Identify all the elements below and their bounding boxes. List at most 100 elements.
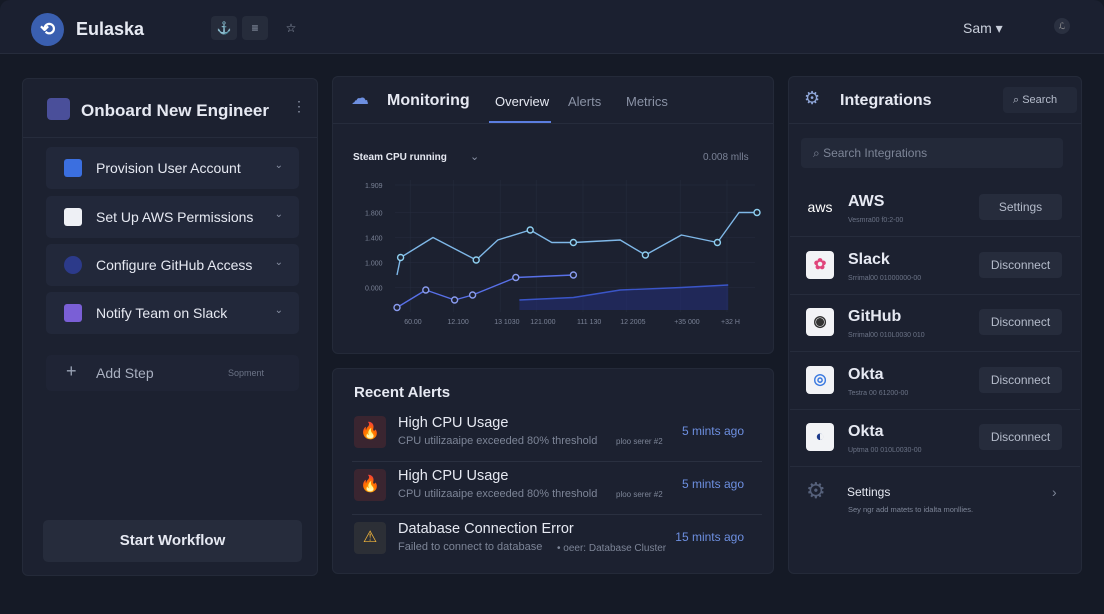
alert-item[interactable]: 🔥 High CPU Usage CPU utilizaaipe exceede…: [352, 465, 762, 515]
workflow-icon: [47, 98, 70, 120]
top-bar: ⟲ Eulaska ⚓ ≡ ☆ Sam ▾ ℒ: [0, 0, 1104, 54]
slack-icon: [64, 304, 82, 322]
step-aws[interactable]: Set Up AWS Permissions ⌄: [46, 196, 299, 238]
integration-okta: ◎ Okta Testra 00 61200-00 Disconnect: [790, 353, 1080, 410]
settings-link[interactable]: Settings: [847, 485, 891, 499]
more-icon[interactable]: ⋮: [292, 98, 306, 114]
slack-logo-icon: ✿: [806, 250, 834, 279]
add-step-button[interactable]: + Add Step Sopment: [46, 355, 299, 391]
data-point: [569, 271, 578, 279]
alert-description: CPU utilizaaipe exceeded 80% threshold: [398, 435, 598, 447]
y-tick-label: 0.000: [365, 286, 383, 293]
data-point: [422, 286, 430, 294]
series-line-cpu-primary: [396, 211, 757, 276]
step-provision[interactable]: Provision User Account ⌄: [46, 147, 299, 189]
chevron-down-icon[interactable]: ⌄: [274, 209, 283, 220]
data-point: [468, 291, 477, 299]
integration-name: Okta: [848, 423, 884, 440]
anchor-icon[interactable]: ⚓: [211, 16, 237, 40]
alert-source: • oeer: Database Cluster: [557, 543, 667, 554]
github-logo-icon: ◉: [806, 308, 834, 336]
search-button[interactable]: ⌕ Search: [1003, 87, 1077, 113]
user-icon: [64, 159, 82, 177]
settings-description: Sey ngr add matets to idalta monllies.: [848, 505, 974, 514]
star-icon[interactable]: ☆: [285, 21, 297, 35]
data-point: [512, 273, 520, 282]
workflow-title: Onboard New Engineer: [81, 101, 269, 120]
chevron-right-icon[interactable]: ›: [1052, 484, 1057, 500]
metric-selector[interactable]: Steam CPU running: [353, 152, 447, 163]
chevron-down-icon[interactable]: ⌄: [274, 160, 283, 171]
integration-subtitle: Uptma 00 010L0030-00: [848, 447, 922, 454]
fire-icon: 🔥: [354, 469, 386, 501]
add-step-label: Add Step: [96, 365, 154, 381]
chevron-down-icon[interactable]: ⌄: [274, 305, 283, 316]
settings-gear-icon: ⚙: [806, 478, 826, 503]
monitoring-title: Monitoring: [387, 92, 470, 109]
tab-metrics[interactable]: Metrics: [626, 94, 668, 109]
integration-subtitle: Testra 00 61200-00: [848, 389, 909, 397]
x-tick-label: 13 1030: [494, 319, 519, 326]
warning-icon: ⚠: [354, 522, 386, 554]
data-point: [393, 303, 401, 312]
aws-logo-icon: aws: [807, 199, 833, 215]
alerts-title: Recent Alerts: [354, 384, 451, 401]
github-icon: [64, 256, 82, 274]
data-point: [526, 226, 534, 234]
integration-name: Okta: [848, 365, 884, 383]
alert-title: High CPU Usage: [398, 415, 509, 431]
step-label: Notify Team on Slack: [96, 305, 228, 321]
integrations-icon: ⚙: [804, 88, 821, 108]
x-tick-label: 111 130: [577, 319, 601, 326]
alert-time: 15 mints ago: [675, 530, 744, 544]
step-github[interactable]: Configure GitHub Access ⌄: [46, 244, 299, 286]
x-tick-label: 12.100: [447, 319, 469, 326]
filter-icon[interactable]: ≡: [242, 16, 268, 40]
chevron-down-icon[interactable]: ⌄: [274, 257, 283, 268]
disconnect-button[interactable]: Disconnect: [979, 424, 1062, 450]
start-workflow-button[interactable]: Start Workflow: [43, 520, 302, 562]
avatar[interactable]: ℒ: [1054, 18, 1070, 34]
step-label: Configure GitHub Access: [96, 257, 253, 273]
disconnect-button[interactable]: Disconnect: [979, 309, 1062, 335]
segment-label: Sopment: [228, 368, 265, 378]
user-menu[interactable]: Sam ▾: [963, 20, 1003, 36]
settings-button[interactable]: Settings: [979, 194, 1062, 220]
x-tick-label: 60.00: [404, 319, 422, 326]
step-label: Set Up AWS Permissions: [96, 209, 254, 225]
data-point: [569, 238, 578, 247]
search-placeholder: Search Integrations: [823, 146, 928, 160]
data-point: [713, 238, 722, 247]
integration-name: Slack: [848, 250, 890, 268]
y-tick-label: 1.800: [365, 211, 383, 218]
integrations-title: Integrations: [840, 92, 932, 109]
alert-item[interactable]: 🔥 High CPU Usage CPU utilizaaipe exceede…: [352, 412, 762, 462]
x-tick-label: +32 H: [721, 319, 740, 326]
integration-subtitle: Srrimal00 010L0030 010: [848, 332, 925, 339]
chevron-down-icon[interactable]: ⌄: [470, 151, 480, 163]
alert-source: ploo serer #2: [616, 437, 663, 446]
tab-overview[interactable]: Overview: [495, 94, 550, 109]
alert-item[interactable]: ⚠ Database Connection Error Failed to co…: [352, 518, 762, 568]
data-point: [396, 253, 405, 262]
disconnect-button[interactable]: Disconnect: [979, 251, 1062, 278]
data-point: [450, 296, 459, 304]
monitoring-icon: ☁: [351, 88, 369, 108]
plus-icon: +: [66, 361, 77, 381]
logo-icon: ⟲: [31, 13, 64, 46]
search-button-label: Search: [1022, 94, 1058, 106]
search-integrations-input[interactable]: ⌕ Search Integrations: [801, 138, 1063, 168]
alert-description: CPU utilizaaipe exceeded 80% threshold: [398, 488, 598, 500]
integration-okta: ◐ Okta Uptma 00 010L0030-00 Disconnect: [790, 410, 1080, 467]
integration-name: AWS: [848, 193, 885, 210]
okta-logo-icon: ◎: [806, 365, 834, 394]
tab-alerts[interactable]: Alerts: [568, 94, 602, 109]
step-slack[interactable]: Notify Team on Slack ⌄: [46, 292, 299, 334]
integration-slack: ✿ Slack Srrimal00 01000000-00 Disconnect: [790, 238, 1080, 295]
brand-name: Eulaska: [76, 19, 145, 39]
active-tab-indicator: [489, 121, 551, 123]
x-tick-label: 12 2005: [620, 319, 645, 326]
disconnect-button[interactable]: Disconnect: [979, 366, 1062, 393]
alert-title: High CPU Usage: [398, 468, 509, 484]
